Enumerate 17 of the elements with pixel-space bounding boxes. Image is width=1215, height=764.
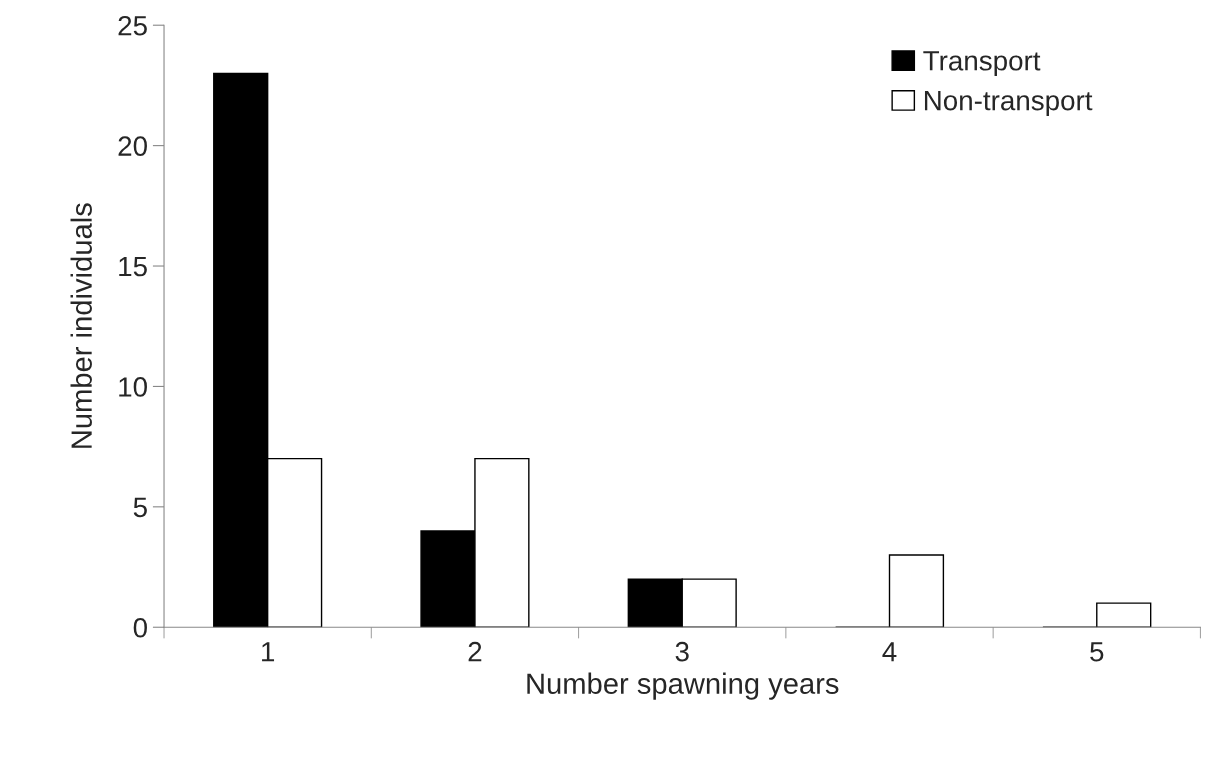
legend-label: Transport xyxy=(923,51,1041,77)
y-axis-title: Number individuals xyxy=(70,203,92,448)
y-tick-label: 0 xyxy=(133,617,147,638)
x-tick-label: 5 xyxy=(1090,642,1104,662)
y-tick-label: 15 xyxy=(119,256,147,277)
x-tick-label: 1 xyxy=(262,642,275,662)
bar xyxy=(888,554,945,628)
x-tick-label: 3 xyxy=(675,641,689,662)
x-tick-label: 4 xyxy=(882,642,897,662)
x-tick-label: 2 xyxy=(468,641,482,662)
bar xyxy=(1096,602,1152,628)
x-axis-title: Number spawning years xyxy=(527,672,839,700)
legend-label: Non-transport xyxy=(924,91,1093,116)
y-tick-label: 25 xyxy=(118,15,147,36)
y-tick-label: 5 xyxy=(133,497,147,518)
y-tick-label: 20 xyxy=(118,136,147,156)
y-tick-label: 10 xyxy=(119,377,147,397)
